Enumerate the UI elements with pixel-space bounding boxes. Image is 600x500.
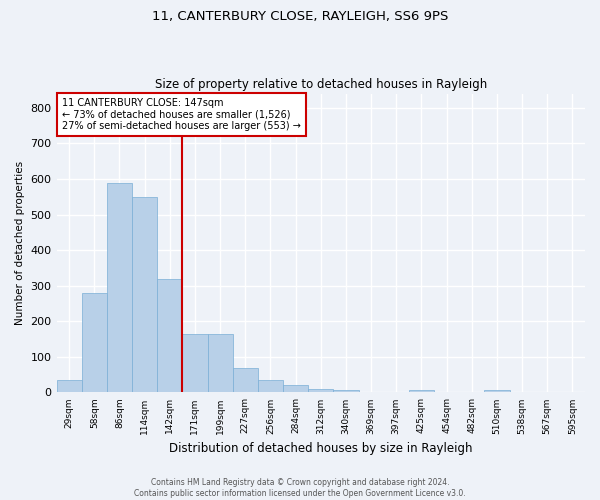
Bar [258,380,283,392]
Bar [182,334,208,392]
Bar [484,390,509,392]
Title: Size of property relative to detached houses in Rayleigh: Size of property relative to detached ho… [155,78,487,91]
Bar [409,390,434,392]
Text: Contains HM Land Registry data © Crown copyright and database right 2024.
Contai: Contains HM Land Registry data © Crown c… [134,478,466,498]
Bar [157,278,182,392]
Bar [82,293,107,392]
Bar [233,368,258,392]
Bar [334,390,359,392]
Text: 11, CANTERBURY CLOSE, RAYLEIGH, SS6 9PS: 11, CANTERBURY CLOSE, RAYLEIGH, SS6 9PS [152,10,448,23]
Bar [308,389,334,392]
Bar [107,182,132,392]
Bar [283,386,308,392]
X-axis label: Distribution of detached houses by size in Rayleigh: Distribution of detached houses by size … [169,442,473,455]
Y-axis label: Number of detached properties: Number of detached properties [15,161,25,325]
Bar [208,334,233,392]
Bar [132,196,157,392]
Text: 11 CANTERBURY CLOSE: 147sqm
← 73% of detached houses are smaller (1,526)
27% of : 11 CANTERBURY CLOSE: 147sqm ← 73% of det… [62,98,301,131]
Bar [56,380,82,392]
